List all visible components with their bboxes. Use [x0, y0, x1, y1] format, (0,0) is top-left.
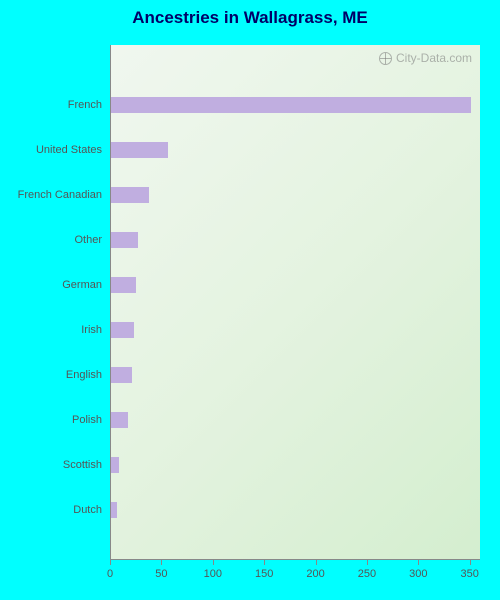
bar: [111, 367, 132, 383]
x-tick: [470, 560, 471, 565]
x-axis-label: 50: [155, 568, 167, 580]
x-tick: [367, 560, 368, 565]
bar: [111, 277, 136, 293]
chart-title: Ancestries in Wallagrass, ME: [0, 8, 500, 28]
x-axis-label: 250: [358, 568, 376, 580]
x-axis-label: 100: [204, 568, 222, 580]
y-axis-label: English: [0, 369, 102, 381]
x-tick: [161, 560, 162, 565]
x-axis-label: 350: [461, 568, 479, 580]
watermark: City-Data.com: [379, 51, 472, 65]
watermark-text: City-Data.com: [396, 51, 472, 65]
x-axis-label: 0: [107, 568, 113, 580]
y-axis-label: Polish: [0, 414, 102, 426]
bar: [111, 322, 134, 338]
x-tick: [418, 560, 419, 565]
y-axis-label: Irish: [0, 324, 102, 336]
y-axis-label: French Canadian: [0, 189, 102, 201]
y-axis-label: Dutch: [0, 504, 102, 516]
x-tick: [110, 560, 111, 565]
x-axis-label: 300: [409, 568, 427, 580]
y-axis-label: Other: [0, 234, 102, 246]
globe-icon: [379, 52, 392, 65]
bar: [111, 412, 128, 428]
bar: [111, 457, 119, 473]
y-axis-label: German: [0, 279, 102, 291]
y-axis-label: French: [0, 99, 102, 111]
x-axis-label: 150: [255, 568, 273, 580]
bar: [111, 502, 117, 518]
chart-page: Ancestries in Wallagrass, ME City-Data.c…: [0, 0, 500, 600]
y-axis-label: United States: [0, 144, 102, 156]
y-axis-label: Scottish: [0, 459, 102, 471]
bar: [111, 142, 168, 158]
bar: [111, 232, 138, 248]
bar: [111, 187, 149, 203]
x-tick: [316, 560, 317, 565]
bar: [111, 97, 471, 113]
x-tick: [213, 560, 214, 565]
plot-area: City-Data.com: [110, 45, 480, 560]
x-tick: [264, 560, 265, 565]
x-axis-label: 200: [306, 568, 324, 580]
